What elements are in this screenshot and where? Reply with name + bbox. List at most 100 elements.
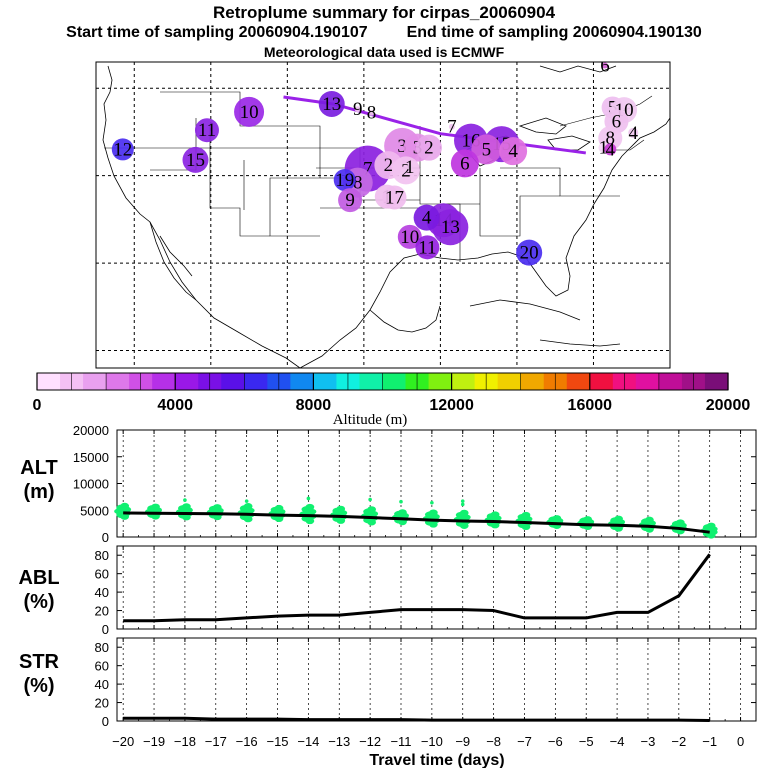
- altitude-outlier-point: [244, 499, 249, 503]
- y-tick-label: 60: [95, 659, 109, 674]
- colorbar-swatch: [635, 373, 660, 390]
- plume-marker: [471, 134, 502, 165]
- plume-marker: [415, 235, 440, 260]
- x-tick-label: −20: [112, 734, 134, 749]
- plume-day-label: 1: [405, 157, 415, 178]
- altitude-sample-point: [336, 505, 346, 513]
- plume-marker: [406, 163, 413, 170]
- y-tick-label: 15000: [73, 450, 109, 465]
- alt-label-line1: ALT: [20, 457, 58, 479]
- map-gridlines: [96, 62, 670, 368]
- x-tick-label: −14: [297, 734, 319, 749]
- plume-day-label: 2: [384, 155, 394, 176]
- colorbar-swatch: [612, 373, 637, 390]
- altitude-sample-point: [243, 503, 253, 510]
- altitude-sample-point: [459, 509, 469, 517]
- plume-day-label: 1: [599, 138, 609, 159]
- colorbar-swatch: [520, 373, 545, 390]
- x-tick-label: −13: [328, 734, 350, 749]
- str-panel: 0 20 40 60 80: [95, 637, 757, 729]
- plume-marker: [368, 109, 375, 116]
- altitude-sample-point: [182, 503, 191, 510]
- plume-marker: [182, 146, 209, 173]
- plume-day-label: 6: [612, 111, 622, 132]
- colorbar-tick-label: 20000: [706, 397, 751, 414]
- colorbar-swatch: [152, 373, 176, 390]
- plume-marker: [450, 149, 479, 178]
- altitude-sample-point: [675, 519, 685, 526]
- altitude-sample-point: [429, 509, 438, 516]
- altitude-outlier-point: [368, 497, 372, 502]
- x-tick-label: −10: [421, 734, 443, 749]
- x-tick-label: −19: [143, 734, 165, 749]
- x-tick-label: −9: [455, 734, 470, 749]
- altitude-outlier-point: [399, 499, 403, 504]
- x-tick-label: −15: [266, 734, 288, 749]
- colorbar-swatch: [83, 373, 107, 390]
- plume-day-label: 4: [606, 139, 616, 160]
- plume-marker: [432, 209, 469, 246]
- altitude-outlier-point: [183, 498, 187, 502]
- altitude-sample-point: [706, 522, 716, 529]
- plume-day-label: 6: [600, 55, 610, 76]
- plume-marker: [333, 169, 356, 192]
- atlantic-coast: [621, 117, 670, 157]
- altitude-outlier-point: [460, 499, 465, 503]
- plume-marker: [499, 137, 528, 166]
- plume-marker: [194, 118, 219, 143]
- plume-marker: [338, 188, 363, 213]
- x-tick-label: −1: [702, 734, 717, 749]
- altitude-sample-point: [120, 502, 130, 510]
- colorbar-swatch: [451, 373, 476, 390]
- pacific-coast: [102, 65, 301, 368]
- plume-day-label: 2: [424, 138, 434, 159]
- y-tick-label: 40: [95, 585, 109, 600]
- plume-marker: [448, 123, 455, 130]
- colorbar-swatch: [474, 373, 499, 390]
- y-tick-label: 10000: [73, 477, 109, 492]
- alt-series-line: [123, 511, 710, 534]
- colorbar-label: Altitude (m): [333, 412, 408, 428]
- met-data-label: Meteorological data used is ECMWF: [263, 44, 505, 60]
- x-tick-label: −4: [610, 734, 625, 749]
- colorbar-swatch: [589, 373, 614, 390]
- plume-marker: [413, 204, 440, 231]
- plume-marker: [415, 134, 442, 161]
- altitude-sample-point: [398, 509, 407, 516]
- colorbar-swatch: [267, 373, 291, 390]
- altitude-sample-point: [645, 516, 654, 524]
- map-layer: 1398101112157161554332672218199117141341…: [96, 55, 670, 368]
- plume-day-label: 11: [198, 120, 216, 141]
- colorbar-swatch: [290, 373, 314, 390]
- y-tick-label: 5000: [80, 503, 109, 518]
- y-tick-label: 0: [102, 622, 109, 637]
- plume-day-label: 3: [397, 136, 407, 157]
- y-tick-label: 20: [95, 604, 109, 619]
- plume-day-label: 7: [447, 117, 457, 138]
- x-tick-label: −6: [548, 734, 563, 749]
- x-tick-label: −17: [205, 734, 227, 749]
- colorbar-tick-label: 8000: [296, 397, 332, 414]
- gulf-coast: [299, 155, 623, 368]
- plume-day-label: 9: [345, 190, 355, 211]
- x-tick-label: −2: [671, 734, 686, 749]
- altitude-sample-point: [614, 515, 623, 523]
- plume-day-label: 9: [353, 99, 363, 120]
- plume-marker: [234, 96, 265, 127]
- plume-day-label: 17: [385, 188, 404, 209]
- altitude-sample-point: [212, 504, 222, 511]
- plume-marker: [601, 62, 608, 69]
- x-tick-label: −5: [579, 734, 594, 749]
- plume-day-label: 11: [418, 237, 436, 258]
- hudson-area: [539, 65, 617, 73]
- plume-marker: [397, 224, 422, 249]
- plume-marker: [516, 239, 543, 266]
- start-time-label: Start time of sampling 20060904.190107: [66, 24, 368, 41]
- abl-series-line: [123, 553, 711, 623]
- colorbar-swatch: [382, 373, 407, 390]
- colorbar-swatch: [106, 373, 130, 390]
- plume-day-label: 6: [460, 153, 470, 174]
- colorbar-swatch: [658, 373, 683, 390]
- plume-day-label: 4: [629, 123, 639, 144]
- colorbar-swatch: [37, 373, 61, 390]
